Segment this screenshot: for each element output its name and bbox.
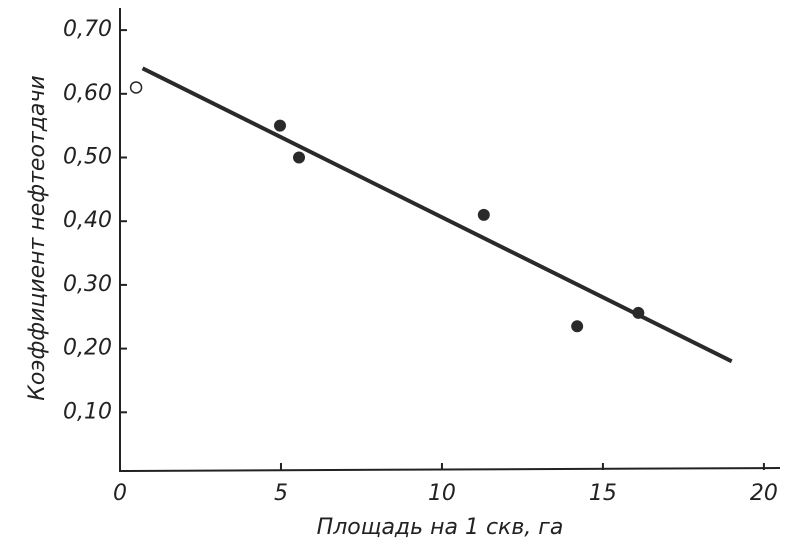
x-axis-label: Площадь на 1 скв, га <box>317 515 564 540</box>
data-point <box>274 119 287 132</box>
y-tick-label: 0,30 <box>63 272 112 297</box>
y-axis-label: Коэффициент нефтеотдачи <box>25 75 50 400</box>
y-tick-label: 0,20 <box>63 336 112 361</box>
x-tick-label: 15 <box>589 481 617 506</box>
y-tick-label: 0,40 <box>63 208 112 233</box>
data-point <box>129 81 143 94</box>
data-point <box>477 208 490 221</box>
x-tick-label: 5 <box>274 481 288 506</box>
x-tick-label: 0 <box>113 481 127 506</box>
x-tick-label: 20 <box>750 481 778 506</box>
data-point <box>571 320 584 333</box>
x-axis <box>118 467 781 472</box>
y-tick-label: 0,70 <box>63 17 112 42</box>
y-tick-label: 0,10 <box>63 399 112 424</box>
data-point <box>632 306 645 319</box>
y-tick-label: 0,50 <box>63 145 112 170</box>
data-point <box>293 151 306 164</box>
trend-line <box>141 66 733 364</box>
y-tick-label: 0,60 <box>63 81 112 106</box>
x-tick-label: 10 <box>428 481 456 506</box>
